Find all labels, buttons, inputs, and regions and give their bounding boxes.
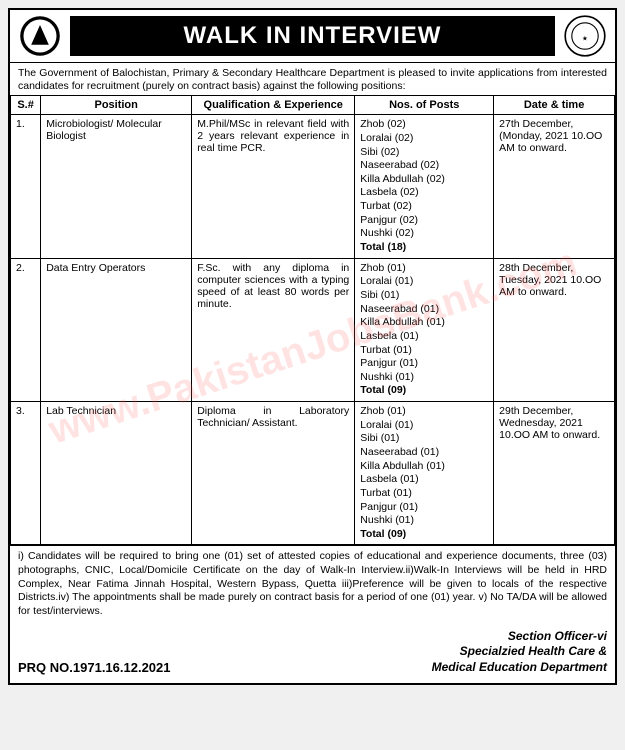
- cell-posts: Zhob (01) Loralai (01) Sibi (01) Naseera…: [355, 258, 494, 401]
- cell-posts: Zhob (01) Loralai (01) Sibi (01) Naseera…: [355, 402, 494, 545]
- notes-text: i) Candidates will be required to bring …: [10, 545, 615, 622]
- posts-total: Total (09): [360, 528, 406, 540]
- signer-line: Section Officer-vi: [432, 629, 607, 645]
- posts-total: Total (18): [360, 241, 406, 253]
- signer-line: Medical Education Department: [432, 660, 607, 676]
- cell-sn: 1.: [11, 115, 41, 258]
- cell-position: Lab Technician: [41, 402, 192, 545]
- right-logo-icon: ★: [563, 14, 607, 58]
- cell-qualification: M.Phil/MSc in relevant field with 2 year…: [192, 115, 355, 258]
- signer-line: Specialzied Health Care &: [432, 644, 607, 660]
- signer-block: Section Officer-vi Specialzied Health Ca…: [432, 629, 607, 676]
- cell-sn: 2.: [11, 258, 41, 401]
- posts-text: Zhob (01) Loralai (01) Sibi (01) Naseera…: [360, 405, 445, 526]
- cell-sn: 3.: [11, 402, 41, 545]
- posts-text: Zhob (01) Loralai (01) Sibi (01) Naseera…: [360, 262, 445, 383]
- table-row: 1. Microbiologist/ Molecular Biologist M…: [11, 115, 615, 258]
- cell-qualification: Diploma in Laboratory Technician/ Assist…: [192, 402, 355, 545]
- svg-text:★: ★: [582, 34, 588, 42]
- table-row: 3. Lab Technician Diploma in Laboratory …: [11, 402, 615, 545]
- cell-datetime: 29th December, Wednesday, 2021 10.OO AM …: [494, 402, 615, 545]
- cell-posts: Zhob (02) Loralai (02) Sibi (02) Naseera…: [355, 115, 494, 258]
- prq-number: PRQ NO.1971.16.12.2021: [18, 660, 171, 675]
- positions-table: S.# Position Qualification & Experience …: [10, 95, 615, 545]
- table-header-row: S.# Position Qualification & Experience …: [11, 96, 615, 115]
- th-position: Position: [41, 96, 192, 115]
- th-datetime: Date & time: [494, 96, 615, 115]
- header-row: WALK IN INTERVIEW ★: [10, 10, 615, 63]
- cell-qualification: F.Sc. with any diploma in computer scien…: [192, 258, 355, 401]
- th-qualification: Qualification & Experience: [192, 96, 355, 115]
- posts-total: Total (09): [360, 384, 406, 396]
- table-body: 1. Microbiologist/ Molecular Biologist M…: [11, 115, 615, 545]
- cell-datetime: 27th December, (Monday, 2021 10.OO AM to…: [494, 115, 615, 258]
- intro-text: The Government of Balochistan, Primary &…: [10, 63, 615, 95]
- posts-text: Zhob (02) Loralai (02) Sibi (02) Naseera…: [360, 118, 445, 239]
- th-posts: Nos. of Posts: [355, 96, 494, 115]
- title-banner: WALK IN INTERVIEW: [70, 16, 555, 56]
- left-logo-icon: [18, 14, 62, 58]
- th-sn: S.#: [11, 96, 41, 115]
- document-page: www.PakistanJobsBank.com WALK IN INTERVI…: [8, 8, 617, 685]
- cell-position: Microbiologist/ Molecular Biologist: [41, 115, 192, 258]
- cell-datetime: 28th December, Tuesday, 2021 10.OO AM to…: [494, 258, 615, 401]
- table-row: 2. Data Entry Operators F.Sc. with any d…: [11, 258, 615, 401]
- footer-row: PRQ NO.1971.16.12.2021 Section Officer-v…: [10, 623, 615, 684]
- cell-position: Data Entry Operators: [41, 258, 192, 401]
